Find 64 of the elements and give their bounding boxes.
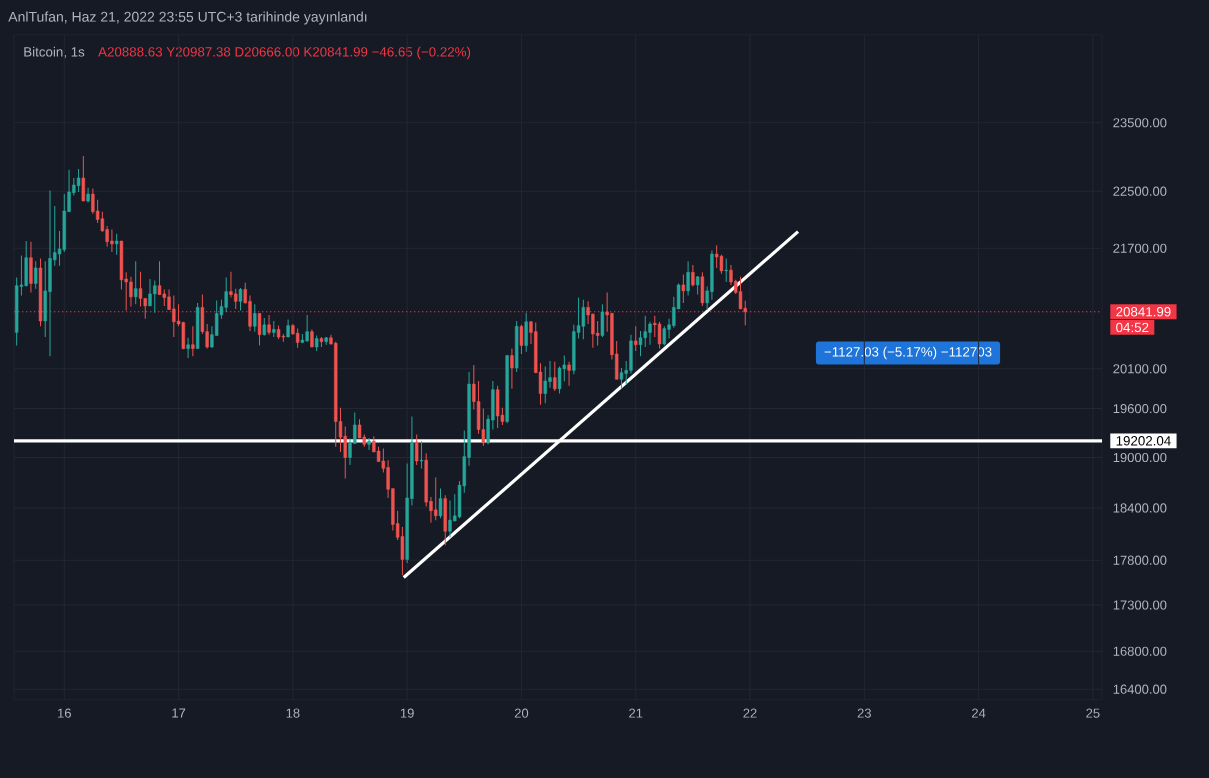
y-tick-label: 19000.00 xyxy=(1113,452,1167,463)
x-tick-label: 22 xyxy=(743,708,757,718)
candlestick xyxy=(400,526,405,576)
x-tick-label: 17 xyxy=(172,708,186,718)
y-tick-label: 16400.00 xyxy=(1113,684,1167,694)
candlestick xyxy=(510,348,514,390)
candlestick xyxy=(619,367,624,390)
y-tick-label: 23500.00 xyxy=(1113,118,1167,128)
candlestick xyxy=(724,257,728,283)
candlestick xyxy=(257,312,262,346)
candlestick xyxy=(567,361,571,387)
y-tick-label: 18400.00 xyxy=(1113,503,1167,513)
candlestick xyxy=(695,275,700,296)
candlestick xyxy=(238,287,243,311)
candlestick xyxy=(686,260,690,296)
x-tick-label: 20 xyxy=(514,708,529,718)
candlestick xyxy=(681,274,686,304)
candlestick xyxy=(34,260,38,290)
candlestick xyxy=(138,271,143,308)
ref-line-label: 20841.99 xyxy=(1116,307,1171,317)
y-tick-label: 20100.00 xyxy=(1113,364,1167,374)
candlestick xyxy=(719,254,724,275)
candlestick xyxy=(438,488,443,519)
candlestick xyxy=(186,337,190,359)
candlestick xyxy=(657,321,662,350)
x-tick-label: 24 xyxy=(972,708,986,718)
x-tick-label: 18 xyxy=(286,708,300,718)
candlestick xyxy=(581,299,586,340)
candlestick xyxy=(638,330,643,357)
candlestick xyxy=(600,303,605,338)
y-tick-label: 22500.00 xyxy=(1113,186,1167,196)
candlestick xyxy=(524,312,528,353)
candlestick xyxy=(519,324,524,355)
y-tick-label: 19600.00 xyxy=(1113,404,1167,414)
candlestick xyxy=(634,325,638,352)
candlestick xyxy=(414,433,419,466)
y-tick-label: 16800.00 xyxy=(1113,646,1167,656)
candlestick xyxy=(267,314,271,336)
x-tick-label: 21 xyxy=(629,708,643,718)
candlestick xyxy=(157,260,162,296)
candlestick xyxy=(253,303,257,333)
candlestick xyxy=(76,168,81,193)
ref-line-label: 19202.04 xyxy=(1116,436,1171,446)
text: 04:52 xyxy=(1116,322,1149,333)
y-tick-label: 21700.00 xyxy=(1113,243,1167,253)
candlestick xyxy=(81,155,86,202)
candlestick xyxy=(419,440,424,469)
candlestick xyxy=(738,276,743,310)
annotation: A20888.63 Y20987.38 D20666.00 K20841.99 −46.65 (−0.22%) xyxy=(98,46,471,60)
chart-title: AnlTufan, Haz 21, 2022 23:55 UTC+3 tarihinde yayınlandı xyxy=(8,11,367,25)
candlestick xyxy=(114,233,119,256)
candlestick xyxy=(553,361,557,392)
y-tick-label: 17300.00 xyxy=(1113,600,1167,610)
candlestick xyxy=(557,365,562,395)
x-tick-label: 19 xyxy=(400,708,414,718)
x-tick-label: 25 xyxy=(1086,708,1100,718)
candlestick xyxy=(295,328,300,349)
candlestick xyxy=(134,260,138,305)
candlestick xyxy=(191,325,195,357)
text: Bitcoin, 1s xyxy=(24,46,85,59)
candlestick xyxy=(367,437,371,451)
x-tick-label: 23 xyxy=(857,708,871,718)
y-tick-label: 17800.00 xyxy=(1113,555,1167,565)
x-tick-label: 16 xyxy=(58,708,71,718)
